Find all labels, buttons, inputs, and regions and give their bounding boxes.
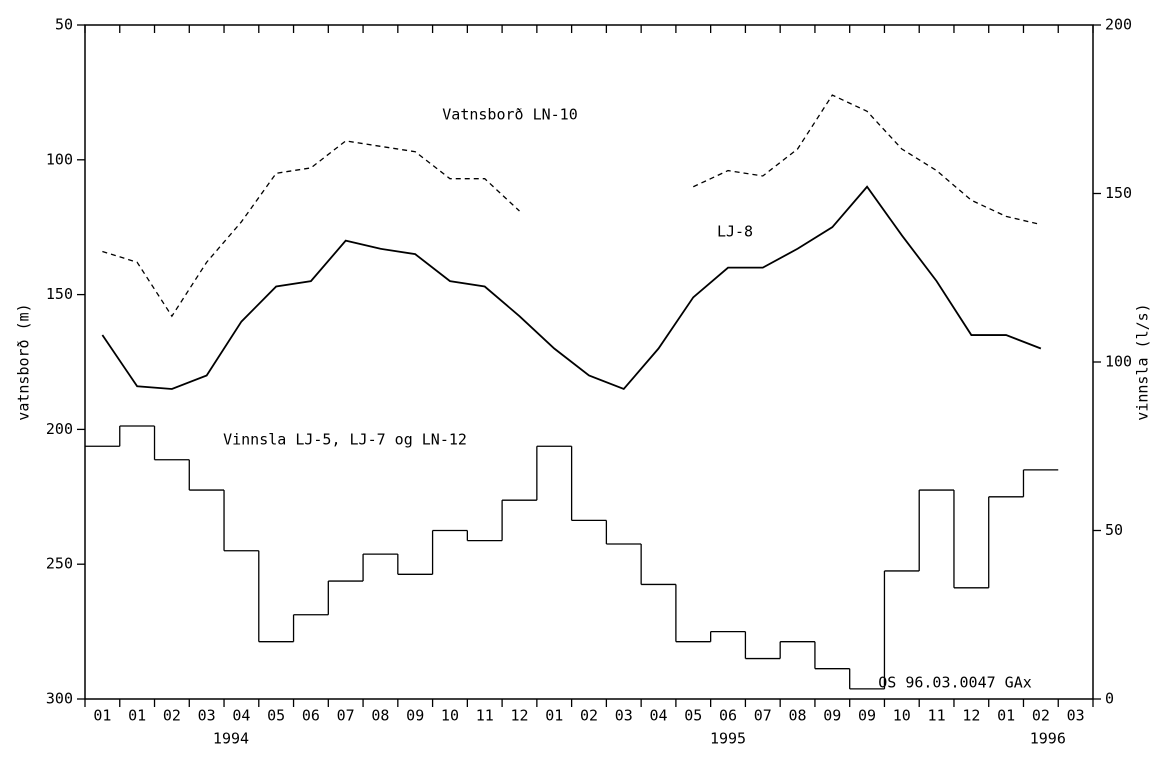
y-tick-label: 300 <box>46 690 73 708</box>
annotation: OS 96.03.0047 GAx <box>878 674 1032 692</box>
x-tick-label: 08 <box>789 707 807 725</box>
x-tick-label: 10 <box>893 707 911 725</box>
x-tick-label: 01 <box>93 707 111 725</box>
year-label: 1994 <box>213 730 249 748</box>
year-label: 1996 <box>1030 730 1066 748</box>
plot-frame <box>84 24 1094 700</box>
series-line <box>693 94 1042 226</box>
series-line <box>102 140 520 318</box>
series-label: Vatnsborð LN-10 <box>442 106 577 124</box>
y2-tick-label: 100 <box>1105 353 1132 371</box>
series-label: LJ-8 <box>717 223 753 241</box>
x-tick-label: 04 <box>649 707 667 725</box>
x-tick-label: 11 <box>928 707 946 725</box>
y2-tick-label: 200 <box>1105 16 1132 34</box>
x-tick-label: 06 <box>719 707 737 725</box>
x-tick-label: 04 <box>232 707 250 725</box>
x-tick-label: 12 <box>962 707 980 725</box>
x-tick-label: 09 <box>823 707 841 725</box>
y2-tick-label: 150 <box>1105 184 1132 202</box>
y2-tick-label: 50 <box>1105 521 1123 539</box>
x-tick-label: 01 <box>545 707 563 725</box>
y-tick-label: 150 <box>46 285 73 303</box>
y-tick-label: 200 <box>46 420 73 438</box>
y-tick-label: 50 <box>55 16 73 34</box>
y-tick-label: 100 <box>46 150 73 168</box>
y-axis-label: vatnsborð (m) <box>15 303 33 420</box>
year-label: 1995 <box>710 730 746 748</box>
x-tick-label: 03 <box>1067 707 1085 725</box>
x-tick-label: 08 <box>371 707 389 725</box>
x-tick-label: 10 <box>441 707 459 725</box>
x-tick-label: 07 <box>337 707 355 725</box>
series-line <box>101 185 1042 391</box>
x-tick-label: 06 <box>302 707 320 725</box>
x-tick-label: 05 <box>684 707 702 725</box>
x-tick-label: 09 <box>406 707 424 725</box>
x-tick-label: 07 <box>754 707 772 725</box>
y-tick-label: 250 <box>46 555 73 573</box>
series-label: Vinnsla LJ-5, LJ-7 og LN-12 <box>223 431 467 449</box>
x-tick-label: 03 <box>198 707 216 725</box>
x-tick-label: 03 <box>615 707 633 725</box>
y2-tick-label: 0 <box>1105 690 1114 708</box>
x-tick-label: 01 <box>128 707 146 725</box>
annotation-box <box>862 670 1072 696</box>
x-tick-label: 05 <box>267 707 285 725</box>
x-tick-label: 09 <box>858 707 876 725</box>
y2-axis-label: vinnsla (l/s) <box>1134 303 1152 420</box>
x-tick-label: 01 <box>997 707 1015 725</box>
x-tick-label: 02 <box>163 707 181 725</box>
x-tick-label: 02 <box>1032 707 1050 725</box>
x-tick-label: 12 <box>510 707 528 725</box>
x-tick-label: 02 <box>580 707 598 725</box>
x-tick-label: 11 <box>476 707 494 725</box>
